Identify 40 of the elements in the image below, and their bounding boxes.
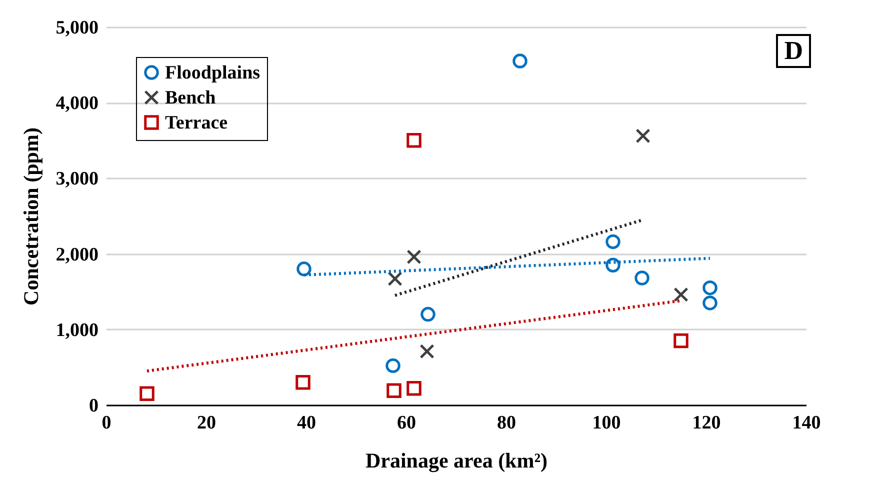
point (406, 133, 422, 148)
point (296, 262, 312, 276)
point (702, 280, 718, 296)
point (388, 271, 402, 286)
point (406, 380, 422, 396)
x-tick-label: 40 (297, 412, 316, 434)
x-tick-label: 100 (592, 412, 621, 434)
x-tick-label: 120 (692, 412, 721, 434)
y-tick-label: 5,000 (56, 18, 98, 38)
point (406, 249, 422, 264)
point (606, 234, 620, 250)
legend-label: Terrace (165, 112, 228, 134)
point (674, 287, 688, 302)
y-tick-label: 1,000 (56, 320, 98, 341)
y-axis-title: Concetration (ppm) (18, 128, 43, 306)
x-tick-label: 140 (792, 412, 821, 434)
point (634, 270, 650, 286)
point (296, 374, 310, 390)
legend-label: Bench (165, 88, 216, 108)
x-tick-label: 0 (102, 412, 112, 434)
y-tick-label: 3,000 (56, 168, 98, 190)
x-tick-label: 20 (197, 412, 216, 434)
legend-label: Floodplains (165, 62, 260, 84)
point (386, 358, 400, 374)
point (674, 333, 688, 348)
point (140, 386, 154, 402)
point (420, 344, 434, 359)
y-tick-label: 0 (89, 396, 98, 416)
point (636, 128, 650, 144)
point (702, 296, 718, 310)
x-tick-label: 80 (497, 412, 516, 434)
point (606, 258, 620, 272)
y-tick-label: 2,000 (56, 244, 98, 266)
x-axis-title: Drainage area (km²) (365, 448, 548, 472)
x-tick-label: 60 (397, 412, 416, 434)
point (386, 383, 402, 398)
point (420, 306, 436, 322)
y-tick-label: 4,000 (56, 93, 98, 114)
point (512, 54, 528, 68)
annotation: D (776, 34, 811, 68)
